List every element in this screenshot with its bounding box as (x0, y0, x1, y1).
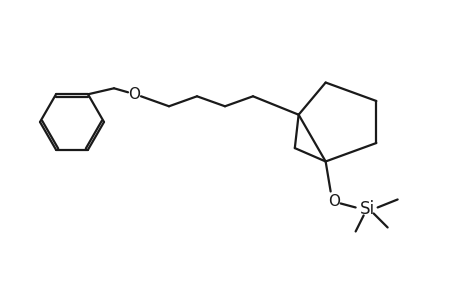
Text: O: O (327, 194, 339, 209)
Text: O: O (128, 87, 140, 102)
Text: Si: Si (359, 200, 375, 218)
